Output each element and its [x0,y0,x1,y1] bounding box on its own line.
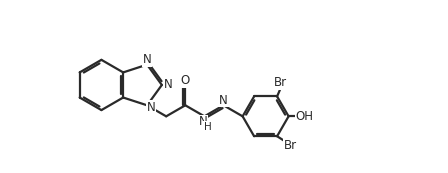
Text: N: N [219,94,228,107]
Text: OH: OH [296,110,314,123]
Text: Br: Br [274,76,287,89]
Text: N: N [199,115,207,128]
Text: Br: Br [284,139,297,152]
Text: N: N [164,79,173,92]
Text: N: N [146,101,155,114]
Text: H: H [203,122,211,132]
Text: N: N [143,53,151,66]
Text: O: O [181,74,190,87]
